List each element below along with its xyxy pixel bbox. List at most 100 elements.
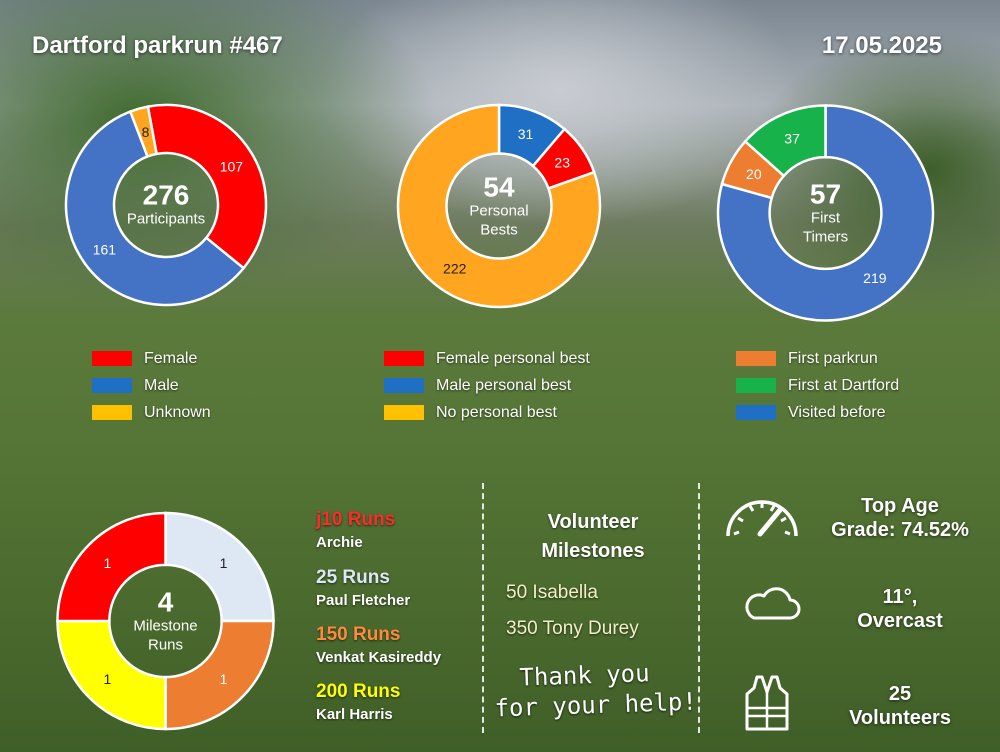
donut-center-label: Runs [148, 637, 183, 654]
milestone-entry: j10 Runs Archie [316, 509, 395, 551]
legend-item: Female [92, 345, 211, 372]
stat-line: Grade: 74.52% [831, 519, 969, 541]
legend-swatch [736, 405, 776, 420]
donut-center-label: Bests [480, 222, 518, 239]
donut-slice-label: 1 [104, 555, 112, 571]
donut-slice-label: 31 [518, 126, 534, 142]
milestone-name: Paul Fletcher [316, 592, 411, 609]
donut-slice-label: 20 [746, 166, 762, 182]
stat-line: Overcast [857, 610, 943, 632]
milestone-name: Karl Harris [316, 706, 393, 723]
legend-label: Female personal best [436, 349, 590, 367]
donut-slice-unknown [128, 105, 159, 159]
volunteer-milestone-item: 50 Isabella [506, 582, 598, 603]
donut-center-value: 4 [158, 587, 174, 618]
legend-item: Unknown [92, 399, 211, 426]
legend-item: Visited before [736, 399, 899, 426]
donut-center-label: First [811, 210, 841, 227]
donut-slice-label: 219 [863, 270, 887, 286]
cloud-icon [745, 587, 801, 620]
milestone-entry: 150 Runs Venkat Kasireddy [316, 624, 441, 666]
legend-label: No personal best [436, 403, 557, 421]
divider [482, 483, 484, 733]
donut-slice-200-runs [56, 619, 167, 731]
donut-slice-label: 161 [93, 242, 117, 258]
first-timers-legend: First parkrun First at Dartford Visited … [736, 345, 899, 426]
legend-item: Male personal best [384, 372, 590, 399]
donut-slice-female [146, 103, 268, 270]
volunteer-count: 25 Volunteers [810, 682, 990, 730]
stat-line: 11°, [882, 586, 918, 608]
hi-vis-vest-icon [745, 675, 789, 731]
legend-item: First at Dartford [736, 372, 899, 399]
thank-you-note: Thank you for your help! [493, 656, 697, 723]
stat-line: Volunteers [849, 707, 951, 729]
volunteer-milestones-title-line: Milestones [541, 540, 645, 562]
donut-center-value: 54 [483, 172, 515, 203]
legend-swatch [736, 351, 776, 366]
event-date: 17.05.2025 [821, 32, 942, 59]
donut-center-label: Personal [469, 203, 528, 220]
speedometer-icon [726, 500, 798, 537]
donut-slice-label: 1 [220, 671, 228, 687]
donut-slice-label: 1 [104, 671, 112, 687]
legend-label: Visited before [788, 403, 886, 421]
legend-swatch [384, 405, 424, 420]
milestone-title: j10 Runs [316, 509, 396, 530]
legend-swatch [384, 378, 424, 393]
personal-bests-legend: Female personal best Male personal best … [384, 345, 590, 426]
legend-item: Male [92, 372, 211, 399]
donut-center-label: Participants [127, 211, 205, 228]
milestone-title: 25 Runs [316, 567, 390, 588]
legend-swatch [384, 351, 424, 366]
legend-swatch [92, 351, 132, 366]
donut-slice-label: 1 [220, 555, 228, 571]
weather: 11°, Overcast [810, 585, 990, 633]
legend-label: First parkrun [788, 349, 878, 367]
donut-slice-label: 37 [784, 130, 800, 146]
milestone-entry: 25 Runs Paul Fletcher [316, 567, 410, 609]
donut-center-label: Timers [803, 229, 848, 246]
legend-swatch [736, 378, 776, 393]
thank-you-line: for your help! [494, 687, 698, 723]
milestone-name: Archie [316, 534, 363, 551]
legend-label: First at Dartford [788, 376, 900, 394]
milestone-entry: 200 Runs Karl Harris [316, 681, 400, 723]
donut-slice-label: 23 [554, 154, 570, 170]
legend-swatch [92, 405, 132, 420]
legend-item: First parkrun [736, 345, 899, 372]
stat-line: Top Age [861, 495, 939, 517]
donut-slice-j10-runs [56, 511, 167, 623]
legend-swatch [92, 378, 132, 393]
divider [698, 483, 700, 733]
donut-slice-label: 107 [220, 158, 244, 174]
participants-legend: Female Male Unknown [92, 345, 211, 426]
milestone-title: 150 Runs [316, 624, 401, 645]
donut-slice-label: 222 [443, 261, 467, 277]
legend-label: Unknown [144, 403, 211, 421]
volunteer-milestone-item: 350 Tony Durey [506, 618, 639, 639]
stat-line: 25 [888, 683, 912, 705]
donut-center-value: 57 [810, 179, 841, 210]
volunteer-milestones-title: Volunteer Milestones [498, 508, 688, 566]
page-title: Dartford parkrun #467 [32, 32, 283, 59]
legend-item: Female personal best [384, 345, 590, 372]
donut-slice-150-runs [164, 619, 275, 731]
donut-slice-label: 8 [142, 124, 150, 140]
legend-label: Female [144, 349, 198, 367]
top-age-grade: Top Age Grade: 74.52% [810, 494, 990, 542]
milestone-title: 200 Runs [316, 681, 401, 702]
donut-slice-no-personal-best [396, 103, 602, 309]
legend-item: No personal best [384, 399, 590, 426]
donut-slice-25-runs [164, 511, 275, 623]
donut-center-label: Milestone [133, 618, 197, 635]
donut-slice-male [64, 109, 246, 307]
donut-center-value: 276 [143, 180, 190, 211]
volunteer-milestones-title-line: Volunteer [547, 511, 639, 533]
legend-label: Male personal best [436, 376, 572, 394]
legend-label: Male [144, 376, 179, 394]
milestone-name: Venkat Kasireddy [316, 649, 442, 666]
